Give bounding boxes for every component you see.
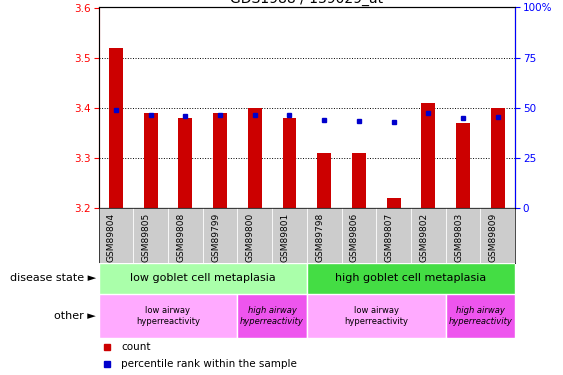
- Text: high goblet cell metaplasia: high goblet cell metaplasia: [336, 273, 486, 284]
- Text: GSM89804: GSM89804: [107, 213, 116, 262]
- Text: GSM89800: GSM89800: [246, 213, 254, 262]
- Bar: [307, 262, 515, 294]
- Bar: [178, 118, 193, 208]
- Text: GSM89801: GSM89801: [280, 213, 289, 262]
- Text: GSM89798: GSM89798: [315, 213, 324, 262]
- Text: low airway
hyperreactivity: low airway hyperreactivity: [344, 306, 408, 326]
- Bar: [109, 48, 123, 208]
- Text: GSM89807: GSM89807: [385, 213, 394, 262]
- Text: high airway
hyperreactivity: high airway hyperreactivity: [449, 306, 512, 326]
- Text: GSM89802: GSM89802: [419, 213, 428, 262]
- Text: GSM89799: GSM89799: [211, 213, 220, 262]
- Bar: [456, 123, 470, 208]
- Text: other ►: other ►: [54, 311, 96, 321]
- Bar: [446, 294, 515, 338]
- Text: GSM89809: GSM89809: [489, 213, 498, 262]
- Text: high airway
hyperreactivity: high airway hyperreactivity: [240, 306, 304, 326]
- Bar: [491, 108, 505, 208]
- Bar: [238, 294, 307, 338]
- Bar: [421, 103, 435, 208]
- Text: low airway
hyperreactivity: low airway hyperreactivity: [136, 306, 200, 326]
- Bar: [144, 113, 158, 208]
- Text: GSM89803: GSM89803: [454, 213, 463, 262]
- Bar: [213, 113, 227, 208]
- Bar: [99, 294, 238, 338]
- Text: GSM89806: GSM89806: [350, 213, 359, 262]
- Text: low goblet cell metaplasia: low goblet cell metaplasia: [130, 273, 275, 284]
- Bar: [387, 198, 400, 208]
- Bar: [307, 294, 446, 338]
- Text: GSM89805: GSM89805: [142, 213, 151, 262]
- Bar: [318, 153, 331, 208]
- Text: count: count: [122, 342, 151, 352]
- Bar: [352, 153, 366, 208]
- Text: disease state ►: disease state ►: [10, 273, 96, 284]
- Text: percentile rank within the sample: percentile rank within the sample: [122, 359, 297, 369]
- Text: GSM89808: GSM89808: [176, 213, 185, 262]
- Bar: [99, 262, 307, 294]
- Bar: [283, 118, 296, 208]
- Bar: [248, 108, 262, 208]
- Title: GDS1988 / 139029_at: GDS1988 / 139029_at: [230, 0, 383, 6]
